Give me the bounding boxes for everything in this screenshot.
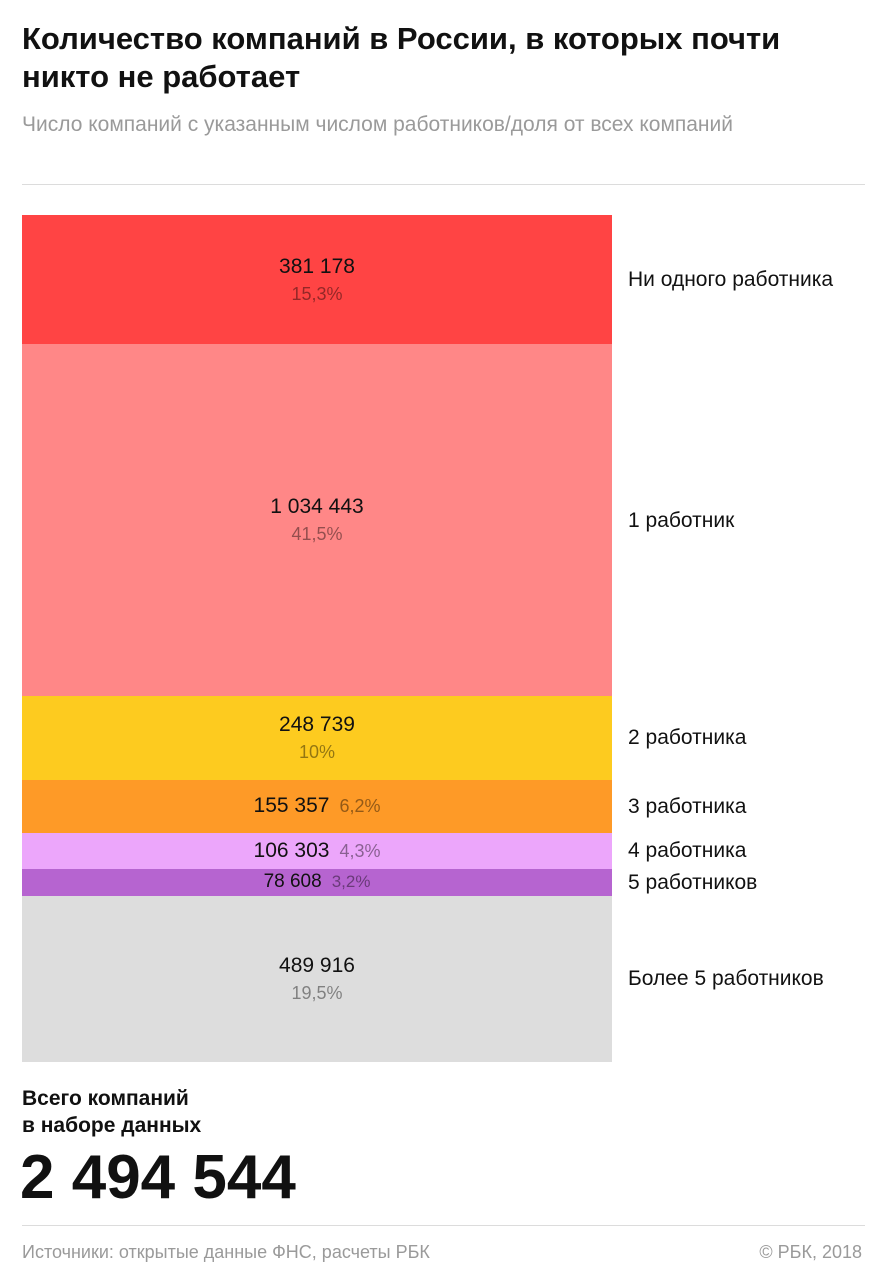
- data-label-value: 78 608: [263, 871, 322, 893]
- data-label-share: 15,3%: [291, 283, 343, 304]
- bar-segment: 106 303 4,3%: [22, 832, 612, 869]
- data-label-value: 381 178: [279, 254, 355, 278]
- segment-labels: 106 303 4,3%: [254, 837, 381, 865]
- data-label-share: 6,2%: [339, 796, 381, 817]
- segment-labels: 248 739 10%: [279, 711, 355, 765]
- category-label: Ни одного работника: [628, 268, 834, 292]
- segment-labels: 381 178 15,3%: [279, 253, 355, 307]
- bar-segment: 78 608 3,2%: [22, 868, 612, 896]
- data-label-share: 3,2%: [331, 872, 371, 892]
- data-label-share: 41,5%: [291, 524, 343, 545]
- total-caption-line1: Всего компаний: [22, 1087, 189, 1110]
- category-label: 2 работника: [628, 726, 747, 750]
- data-label-share: 19,5%: [291, 982, 343, 1003]
- bar-segment: 155 357 6,2%: [22, 780, 612, 833]
- total-caption: Всего компаний в наборе данных: [22, 1085, 322, 1139]
- segment-labels: 489 916 19,5%: [279, 952, 355, 1006]
- total-value: 2 494 544: [20, 1143, 296, 1212]
- segment-labels: 78 608 3,2%: [264, 871, 371, 893]
- stacked-bar: 381 178 15,3% 1 034 443 41,5% 248 739 10% 155 …: [22, 215, 612, 1062]
- data-label-value: 248 739: [279, 712, 355, 736]
- data-label-share: 4,3%: [339, 840, 381, 861]
- data-label-share: 10%: [298, 741, 335, 762]
- data-label-value: 489 916: [279, 953, 355, 977]
- header-divider: [22, 184, 865, 185]
- copyright: © РБК, 2018: [759, 1242, 862, 1262]
- bar-segment: 1 034 443 41,5%: [22, 344, 612, 696]
- footer-divider: [22, 1225, 865, 1226]
- chart-subtitle: Число компаний с указанным числом работн…: [22, 113, 733, 136]
- segment-labels: 1 034 443 41,5%: [270, 493, 363, 547]
- source-note: Источники: открытые данные ФНС, расчеты …: [22, 1242, 430, 1262]
- bar-segment: 248 739 10%: [22, 695, 612, 781]
- category-label: 1 работник: [628, 508, 735, 532]
- data-label-value: 155 357: [253, 794, 330, 818]
- category-label: 3 работника: [628, 794, 747, 818]
- data-label-value: 1 034 443: [270, 495, 364, 519]
- segment-labels: 155 357 6,2%: [254, 792, 381, 820]
- bar-segment: 381 178 15,3%: [22, 215, 612, 345]
- total-caption-line2: в наборе данных: [22, 1114, 202, 1137]
- data-label-value: 106 303: [253, 838, 330, 862]
- chart-title: Количество компаний в России, в которых …: [22, 21, 781, 94]
- category-label: 4 работника: [628, 839, 747, 863]
- category-label: 5 работников: [628, 870, 758, 894]
- bar-segment: 489 916 19,5%: [22, 895, 612, 1062]
- category-label: Более 5 работников: [628, 967, 824, 991]
